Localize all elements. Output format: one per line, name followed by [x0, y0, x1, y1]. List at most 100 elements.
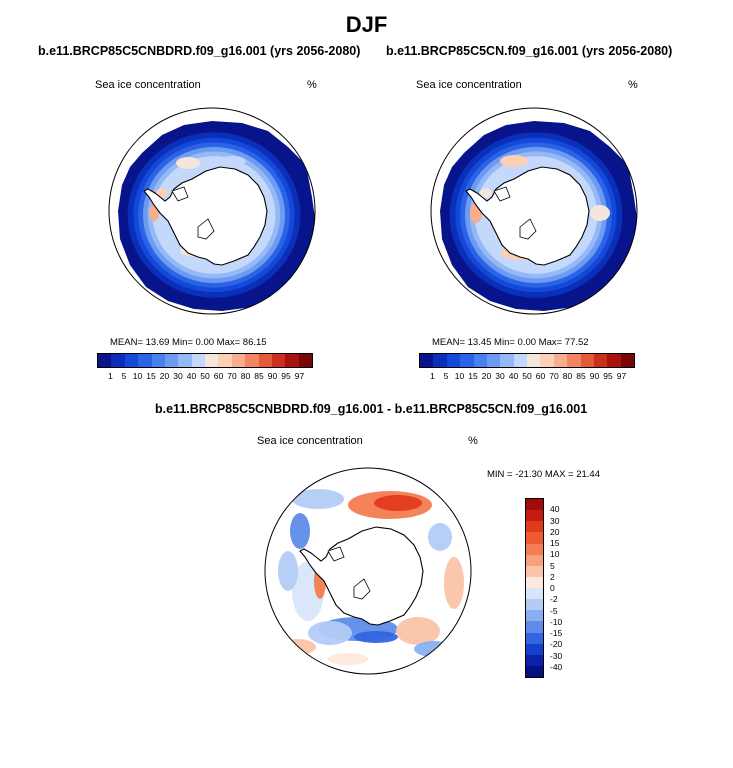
left-colorbar-swatch [164, 354, 179, 367]
right-colorbar-swatch [540, 354, 554, 367]
left-colorbar-tick-label: 95 [281, 371, 291, 381]
left-colorbar-tick-label: 10 [132, 371, 143, 381]
diff-colorbar-swatch [526, 588, 543, 600]
left-colorbar-tick-label: 5 [121, 371, 127, 381]
left-colorbar-swatch [245, 354, 259, 367]
right-ice-shelf-1 [519, 218, 537, 240]
diff-anomaly-10 [396, 617, 440, 645]
left-panel-title: b.e11.BRCP85C5CNBDRD.f09_g16.001 (yrs 20… [38, 44, 361, 58]
diff-panel-variable: Sea ice concentration [257, 435, 363, 447]
diff-colorbar-tick-label: -2 [550, 594, 558, 605]
left-warm-patch-0 [176, 157, 200, 169]
diff-ice-shelf-1 [353, 578, 371, 600]
right-colorbar-tick-label: 10 [454, 371, 465, 381]
left-panel-stats: MEAN= 13.69 Min= 0.00 Max= 86.15 [110, 337, 267, 348]
diff-colorbar-tick-label: -5 [550, 605, 558, 616]
left-panel-variable: Sea ice concentration [95, 79, 201, 91]
left-colorbar-tick-label: 20 [159, 371, 170, 381]
left-colorbar-swatch [271, 354, 286, 367]
left-ice-shelf-2 [171, 186, 189, 202]
diff-colorbar-ticks: 40 30 20 15 10 5 2 0 -2 -5 -10 -15 -20 -30 -40 [550, 498, 590, 678]
right-colorbar-tick-label: 30 [495, 371, 505, 381]
right-warm-patch-0 [500, 155, 528, 167]
diff-anomaly-9 [354, 631, 398, 643]
diff-anomaly-15 [328, 653, 368, 665]
right-colorbar-swatch [500, 354, 514, 367]
right-colorbar-swatch [433, 354, 447, 367]
diff-colorbar-swatch [526, 543, 543, 555]
right-colorbar-tick-label: 80 [562, 371, 573, 381]
left-colorbar-tick-label: 15 [146, 371, 156, 381]
right-colorbar-swatch [420, 354, 434, 367]
right-colorbar-swatch [527, 354, 541, 367]
diff-panel-units: % [468, 435, 478, 447]
diff-colorbar [525, 498, 544, 678]
left-colorbar-swatch [191, 354, 205, 367]
diff-panel-stats: MIN = -21.30 MAX = 21.44 [487, 469, 601, 480]
right-colorbar-swatch [620, 354, 634, 367]
right-colorbar [419, 353, 635, 368]
diff-colorbar-tick-label: -30 [550, 650, 563, 661]
diff-anomaly-14 [278, 551, 298, 591]
right-frame [430, 107, 638, 315]
left-colorbar-tick-label: 70 [227, 371, 237, 381]
right-panel-variable: Sea ice concentration [416, 79, 522, 91]
diff-colorbar-tick-label: 20 [550, 526, 560, 537]
left-colorbar-swatch [151, 354, 165, 367]
right-colorbar-tick-label: 40 [508, 371, 519, 381]
diff-colorbar-swatch [526, 610, 543, 622]
right-colorbar-swatch [513, 354, 527, 367]
diff-colorbar-tick-label: -40 [550, 661, 563, 672]
left-colorbar-tick-label: 60 [213, 371, 224, 381]
left-colorbar-tick-label: 97 [294, 371, 305, 381]
right-panel-stats: MEAN= 13.45 Min= 0.00 Max= 77.52 [432, 337, 589, 348]
left-ice-shelf-1 [197, 218, 215, 240]
left-warm-patch-4 [218, 156, 246, 166]
right-colorbar-tick-label: 60 [535, 371, 546, 381]
diff-colorbar-tick-label: -10 [550, 616, 563, 627]
left-colorbar-swatch [298, 354, 312, 367]
left-colorbar-swatch [258, 354, 272, 367]
diff-colorbar-swatch [526, 643, 543, 655]
right-colorbar-swatch [446, 354, 461, 367]
left-colorbar-tick-label: 80 [240, 371, 251, 381]
right-colorbar-tick-label: 15 [468, 371, 478, 381]
diff-colorbar-swatch [526, 565, 543, 577]
diff-anomaly-7 [444, 557, 464, 609]
left-colorbar-swatch [111, 354, 125, 367]
right-colorbar-tick-label: 20 [481, 371, 492, 381]
diff-colorbar-swatch [526, 576, 543, 588]
left-colorbar-tick-label: 1 [108, 371, 113, 381]
diff-colorbar-tick-label: 10 [550, 549, 560, 560]
diff-panel-title: b.e11.BRCP85C5CNBDRD.f09_g16.001 - b.e11… [155, 402, 588, 416]
left-colorbar-tick-label: 85 [254, 371, 264, 381]
diff-colorbar-swatch [526, 532, 543, 544]
diff-colorbar-tick-label: -15 [550, 628, 563, 638]
right-colorbar-swatch [486, 354, 501, 367]
diff-colorbar-tick-label: -20 [550, 639, 563, 650]
right-warm-patch-1 [480, 188, 492, 198]
diff-colorbar-tick-label: 30 [550, 515, 560, 526]
right-colorbar-ticks: 1 5 10 15 20 30 40 50 60 70 80 85 90 95 97 [419, 371, 635, 383]
diff-colorbar-swatch [526, 599, 543, 611]
figure-title: DJF [345, 12, 388, 37]
left-frame [108, 107, 316, 315]
diff-colorbar-tick-label: 40 [550, 504, 560, 515]
diff-colorbar-tick-label: 15 [550, 538, 560, 548]
right-colorbar-tick-label: 70 [549, 371, 559, 381]
diff-colorbar-swatch [526, 654, 543, 666]
left-colorbar-tick-label: 90 [267, 371, 278, 381]
right-panel-title: b.e11.BRCP85C5CN.f09_g16.001 (yrs 2056-2… [386, 44, 673, 58]
diff-colorbar-tick-label: 0 [550, 583, 555, 593]
right-colorbar-tick-label: 97 [616, 371, 627, 381]
right-colorbar-swatch [473, 354, 487, 367]
diff-anomaly-2 [292, 489, 344, 509]
left-colorbar-swatch [98, 354, 112, 367]
left-colorbar-swatch [205, 354, 219, 367]
left-colorbar-ticks: 1 5 10 15 20 30 40 50 60 70 80 85 90 95 97 [97, 371, 313, 383]
left-colorbar-swatch [231, 354, 246, 367]
diff-frame [264, 467, 472, 675]
left-colorbar-swatch [218, 354, 232, 367]
right-colorbar-swatch [593, 354, 608, 367]
diff-colorbar-swatch [526, 499, 543, 511]
